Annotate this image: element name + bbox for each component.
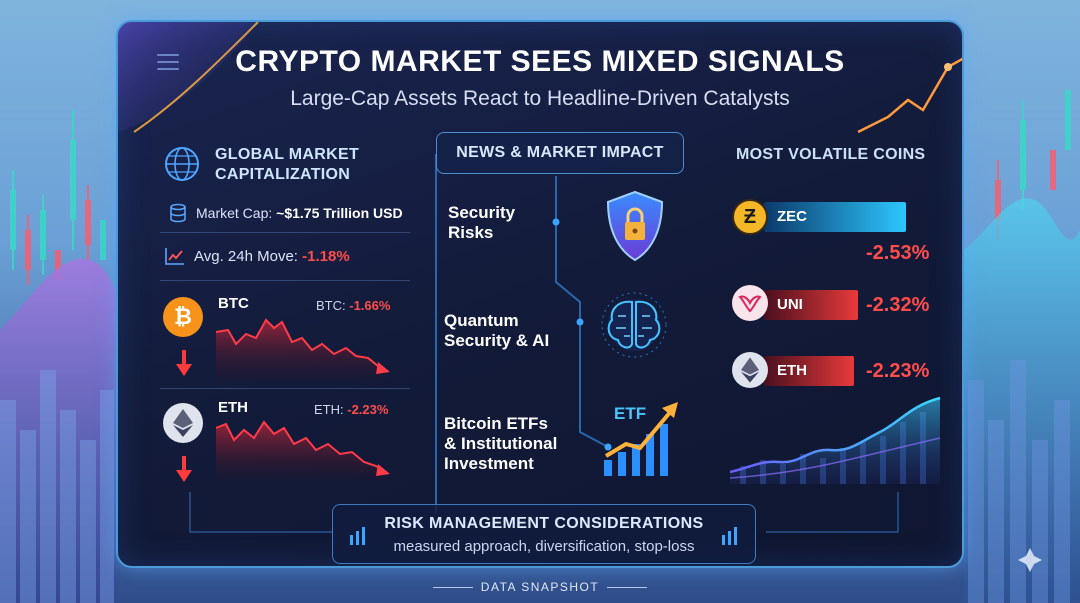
uni-bar [764, 290, 858, 320]
eth-vol-label: ETH [777, 362, 807, 379]
eth-change-value: -2.23% [347, 402, 389, 417]
uni-change: -2.32% [866, 294, 930, 316]
panel-decor [118, 22, 962, 533]
volatility-wave-chart [730, 396, 941, 484]
news-item-quantum: Quantum Security & AI [444, 311, 549, 351]
trend-chart-icon [165, 248, 184, 265]
divider [160, 280, 410, 281]
brain-ai-icon [601, 292, 667, 358]
global-market-heading-line1: GLOBAL MARKET [215, 146, 360, 163]
eth-label: ETH [218, 399, 248, 416]
news-item-quantum-line2: Security & AI [444, 331, 550, 350]
page-subtitle: Large-Cap Assets React to Headline-Drive… [290, 87, 790, 110]
news-item-quantum-line1: Quantum [444, 311, 519, 330]
bar-chart-icon [722, 527, 737, 545]
volatile-heading: MOST VOLATILE COINS [736, 146, 926, 163]
zec-label: ZEC [777, 208, 807, 225]
news-heading-box: NEWS & MARKET IMPACT [436, 132, 684, 174]
divider [160, 232, 410, 233]
global-market-heading-line2: CAPITALIZATION [215, 166, 351, 183]
eth-change: ETH: -2.23% [314, 402, 388, 417]
news-heading: NEWS & MARKET IMPACT [456, 144, 664, 161]
down-arrow-icon [176, 350, 192, 376]
menu-icon[interactable] [157, 54, 179, 70]
global-market-heading: GLOBAL MARKET CAPITALIZATION [215, 145, 359, 185]
news-item-etf-line2: & Institutional [444, 434, 558, 453]
market-cap-row: Market Cap: ~$1.75 Trillion USD [168, 203, 403, 223]
divider [160, 388, 410, 389]
bitcoin-icon: ₿ [163, 297, 203, 337]
news-item-security-line2: Risks [448, 223, 494, 242]
btc-price-chart [216, 318, 390, 380]
uniswap-icon [732, 285, 768, 321]
risk-title: RISK MANAGEMENT CONSIDERATIONS [384, 515, 704, 532]
market-cap-label: Market Cap: [196, 205, 277, 221]
database-icon [170, 203, 186, 223]
avg-move-label: Avg. 24h Move: [194, 247, 303, 265]
btc-label: BTC [218, 295, 249, 312]
risk-management-box: RISK MANAGEMENT CONSIDERATIONS measured … [332, 504, 756, 564]
uni-label: UNI [777, 296, 803, 313]
ethereum-icon [732, 352, 768, 388]
btc-change-value: -1.66% [349, 298, 391, 313]
etf-label: ETF [614, 404, 647, 423]
news-item-etf-line1: Bitcoin ETFs [444, 414, 548, 433]
zec-bar [764, 202, 906, 232]
news-item-security: Security Risks [448, 203, 515, 243]
avg-move-row: Avg. 24h Move: -1.18% [164, 246, 350, 266]
btc-change: BTC: -1.66% [316, 298, 390, 313]
eth-change-label: ETH: [314, 402, 348, 417]
zcash-icon: Ƶ [732, 199, 768, 235]
page-title: CRYPTO MARKET SEES MIXED SIGNALS [235, 45, 845, 78]
news-item-etf: Bitcoin ETFs & Institutional Investment [444, 414, 557, 474]
footer-label: DATA SNAPSHOT [0, 580, 1080, 594]
ethereum-icon [163, 403, 203, 443]
btc-change-label: BTC: [316, 298, 350, 313]
market-cap-value: ~$1.75 Trillion USD [276, 205, 403, 221]
bar-chart-icon [350, 527, 365, 545]
news-item-etf-line3: Investment [444, 454, 534, 473]
eth-price-chart [216, 420, 390, 480]
eth-bar [764, 356, 854, 386]
eth-vol-change: -2.23% [866, 360, 930, 382]
zec-change: -2.53% [866, 242, 930, 264]
shield-lock-icon [606, 190, 664, 262]
risk-subtitle: measured approach, diversification, stop… [393, 538, 695, 555]
news-item-security-line1: Security [448, 203, 516, 222]
down-arrow-icon [176, 456, 192, 482]
avg-move-value: -1.18% [302, 247, 350, 265]
globe-icon [165, 147, 199, 181]
etf-growth-icon [604, 402, 678, 476]
